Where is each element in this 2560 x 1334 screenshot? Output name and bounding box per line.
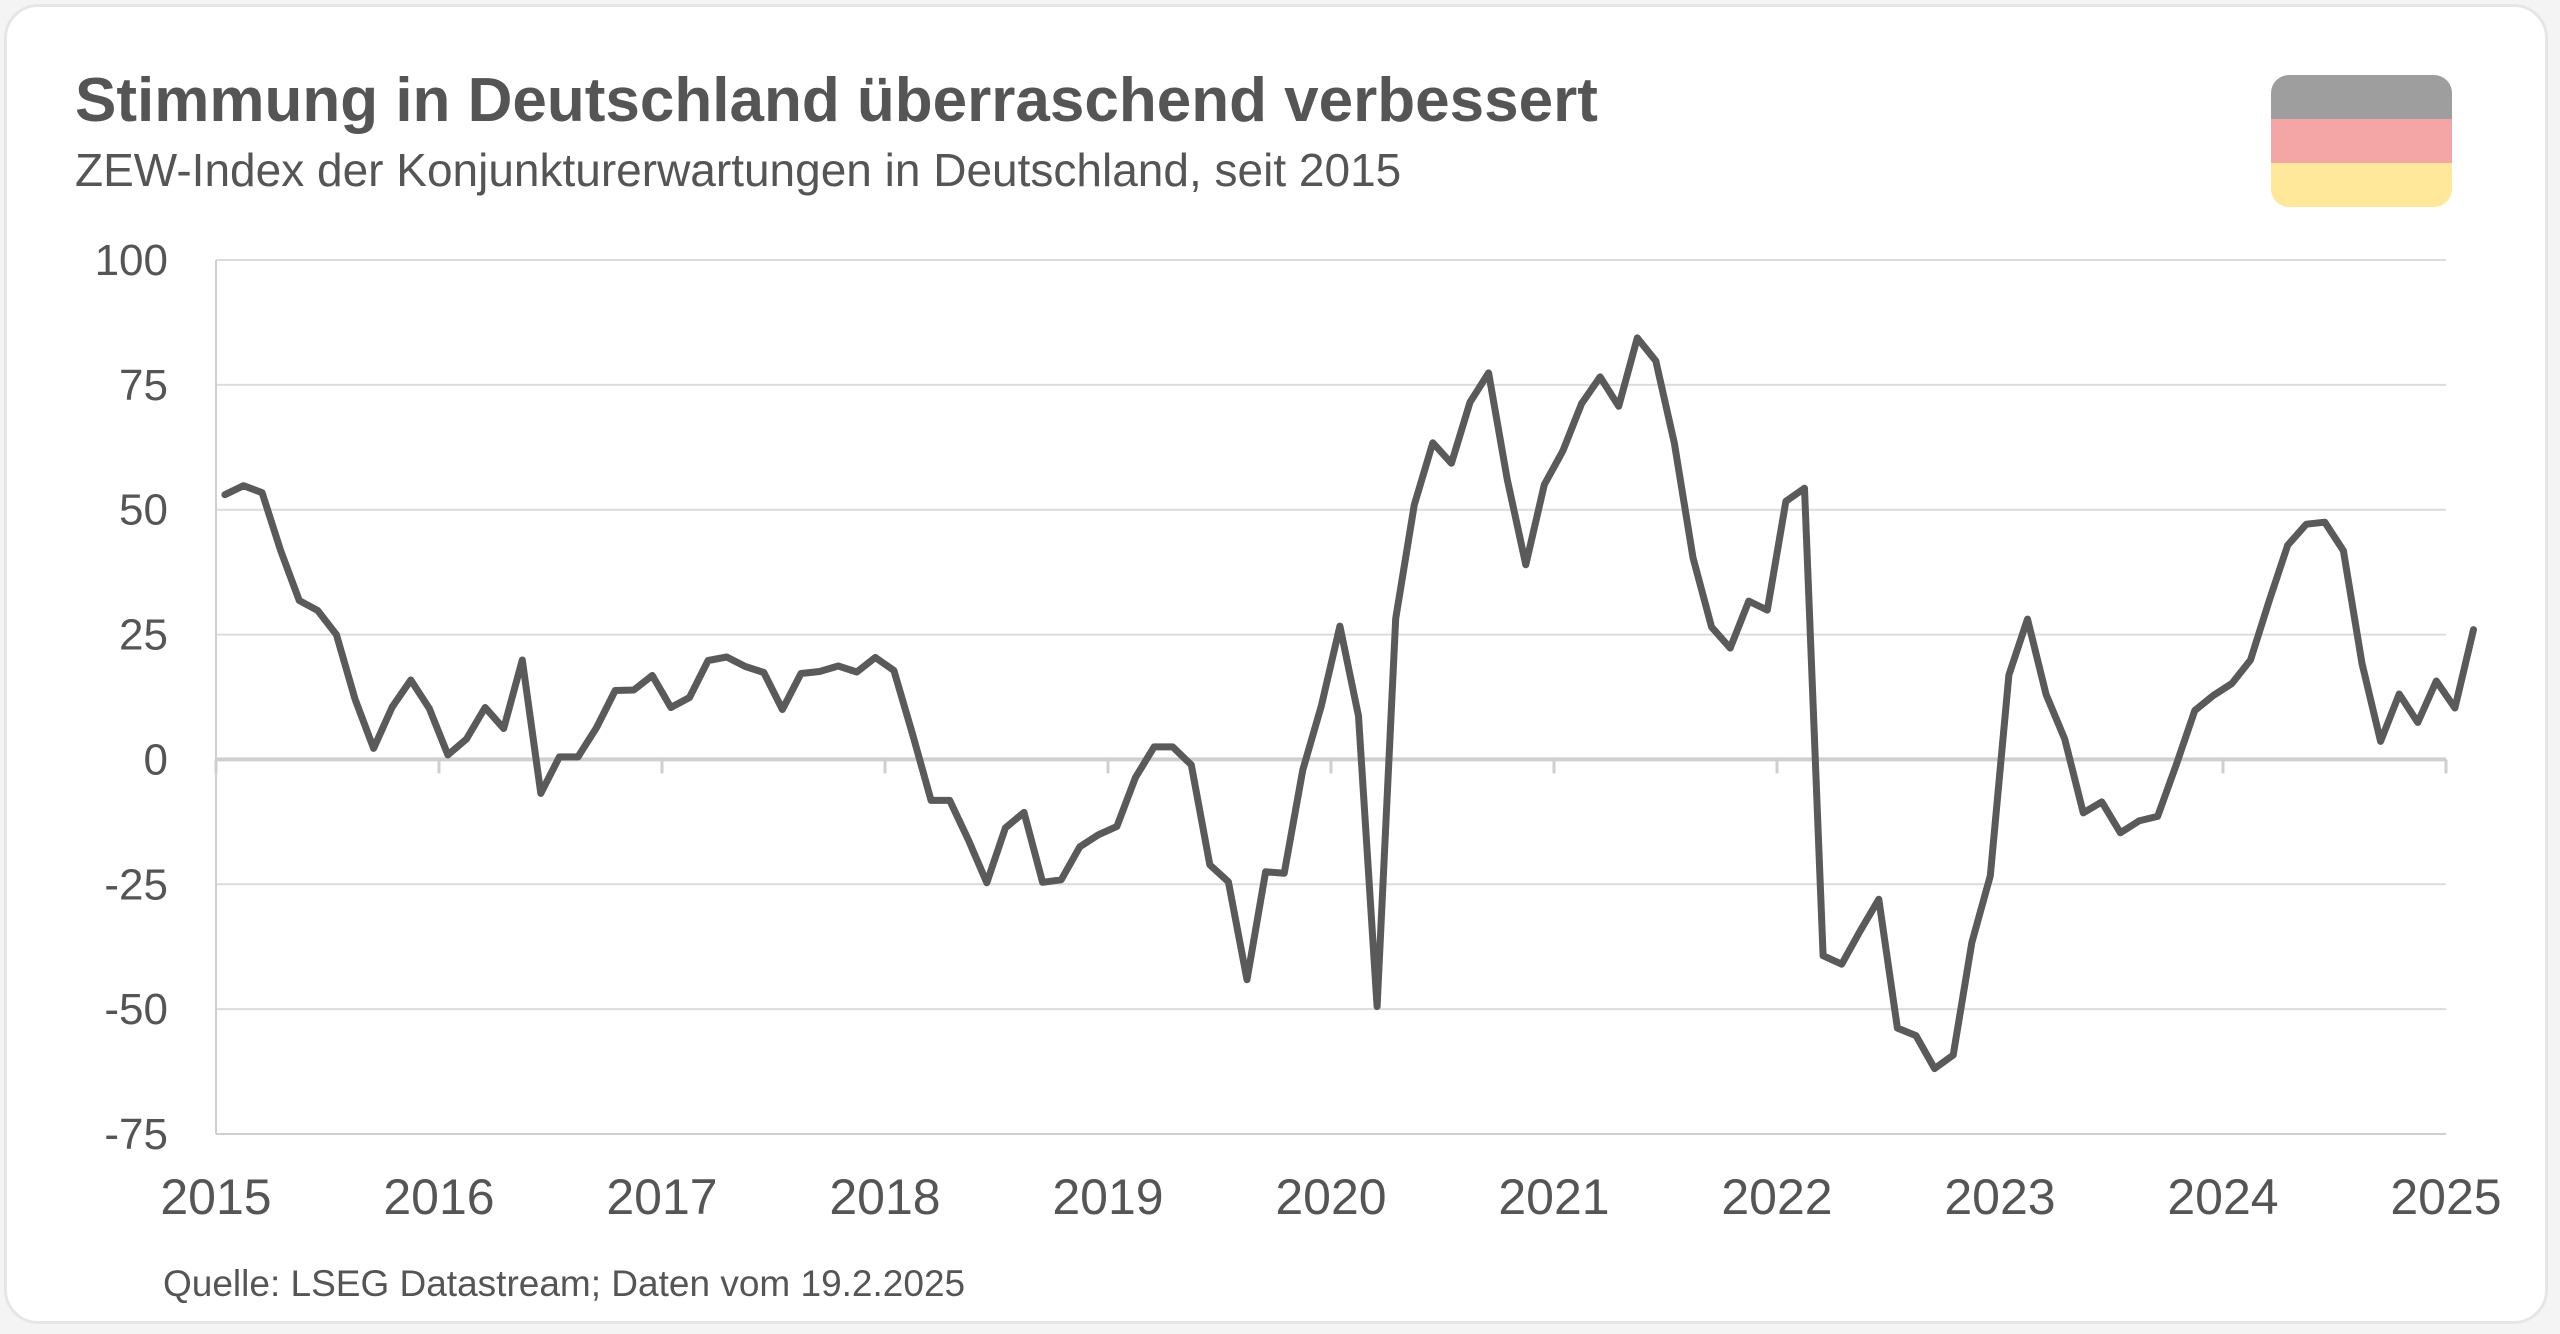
y-tick-label: -25 (104, 860, 168, 909)
x-tick-label: 2023 (1944, 1169, 2055, 1225)
x-tick-label: 2017 (606, 1169, 717, 1225)
chart-card: Stimmung in Deutschland überraschend ver… (4, 4, 2548, 1324)
y-tick-label: 50 (119, 486, 168, 535)
axes (214, 260, 2448, 1135)
source-note: Quelle: LSEG Datastream; Daten vom 19.2.… (163, 1263, 966, 1304)
chart-subtitle: ZEW-Index der Konjunkturerwartungen in D… (75, 144, 1402, 196)
x-tick-label: 2015 (160, 1169, 271, 1225)
y-tick-labels: 100 75 50 25 0 -25 -50 -75 (95, 236, 168, 1159)
flag-stripe-top (2271, 75, 2452, 119)
y-tick-label: 75 (119, 361, 168, 410)
x-tick-label: 2020 (1275, 1169, 1386, 1225)
series-lines (221, 334, 2477, 1073)
y-tick-label: -50 (104, 985, 168, 1034)
chart-title: Stimmung in Deutschland überraschend ver… (75, 66, 1598, 135)
x-tick-label: 2016 (383, 1169, 494, 1225)
x-tick-label: 2019 (1052, 1169, 1163, 1225)
x-tick-label: 2025 (2390, 1169, 2501, 1225)
x-tick-label: 2022 (1721, 1169, 1832, 1225)
x-tick-label: 2024 (2167, 1169, 2278, 1225)
y-tick-label: 0 (144, 735, 168, 784)
y-tick-label: 100 (95, 236, 168, 285)
series-line-zew (221, 334, 2477, 1073)
x-tick-label: 2021 (1498, 1169, 1609, 1225)
flag-stripe-bottom (2271, 163, 2452, 207)
x-tick-labels: 2015 2016 2017 2018 2019 2020 2021 2022 2023 2024… (160, 1169, 2501, 1225)
x-tick-label: 2018 (829, 1169, 940, 1225)
grid-lines (216, 259, 2446, 1135)
y-tick-label: 25 (119, 611, 168, 660)
y-tick-label: -75 (104, 1110, 168, 1159)
germany-flag-icon (2271, 75, 2452, 207)
flag-stripe-middle (2271, 119, 2452, 163)
